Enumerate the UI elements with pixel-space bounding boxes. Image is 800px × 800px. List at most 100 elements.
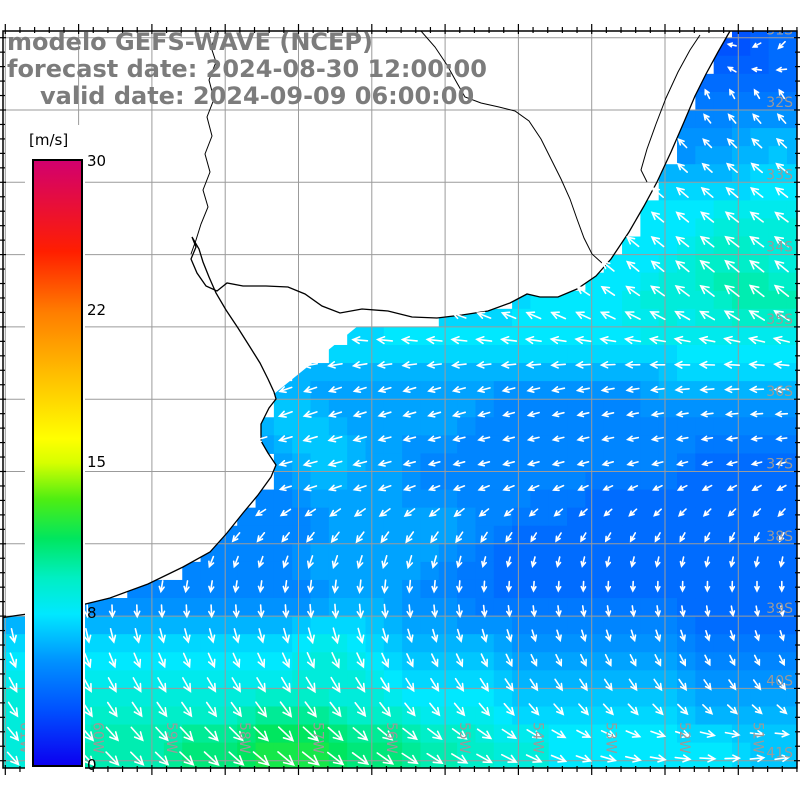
- field-cell: [457, 363, 476, 382]
- field-cell: [786, 254, 797, 274]
- wind-arrow: [651, 186, 664, 198]
- wind-arrow: [381, 579, 389, 594]
- field-cell: [237, 579, 257, 599]
- wind-arrow: [754, 532, 760, 543]
- field-cell: [457, 525, 476, 545]
- field-cell: [640, 598, 660, 617]
- axis-ticks: [0, 24, 800, 775]
- wind-arrow: [377, 435, 392, 443]
- field-cell: [218, 543, 238, 563]
- wind-arrow: [232, 652, 241, 669]
- field-cell: [255, 742, 275, 762]
- wind-arrow: [772, 335, 790, 345]
- wind-arrow: [750, 435, 763, 442]
- field-cell: [475, 688, 495, 707]
- field-cell: [383, 543, 403, 563]
- wind-arrow: [257, 628, 265, 644]
- wind-arrow: [279, 701, 293, 718]
- field-cell: [713, 561, 733, 581]
- field-cell: [658, 525, 678, 545]
- field-cell: [786, 652, 797, 671]
- wind-arrow: [775, 162, 788, 174]
- wind-arrow: [182, 652, 191, 669]
- field-cell: [310, 579, 330, 599]
- field-cell: [530, 616, 550, 635]
- field-cell: [677, 489, 696, 509]
- field-cell: [768, 399, 788, 418]
- colorbar-unit-label: [m/s]: [29, 131, 69, 149]
- field-cell: [438, 598, 458, 617]
- wind-arrow: [624, 361, 641, 369]
- field-cell: [457, 579, 476, 599]
- field-cell: [530, 381, 550, 400]
- wind-arrow: [506, 580, 512, 593]
- field-cell: [365, 742, 385, 762]
- wind-arrow: [327, 726, 344, 742]
- wind-arrow: [702, 704, 714, 715]
- field-cell: [273, 616, 293, 635]
- wind-arrow: [574, 336, 592, 345]
- wind-arrow: [506, 556, 512, 568]
- wind-arrow: [406, 628, 414, 644]
- field-cell: [163, 598, 183, 617]
- field-cell: [640, 724, 660, 744]
- field-cell: [512, 525, 531, 545]
- field-cell: [402, 724, 421, 744]
- lon-label: 58W: [236, 722, 252, 754]
- field-cell: [365, 598, 385, 617]
- field-cell: [255, 598, 275, 617]
- field-cell: [182, 652, 202, 671]
- field-cell: [640, 290, 660, 310]
- field-cell: [603, 471, 623, 491]
- wind-arrow: [726, 42, 737, 48]
- field-cell: [530, 760, 550, 768]
- wind-arrow: [654, 556, 661, 568]
- field-cell: [750, 688, 770, 707]
- field-cell: [347, 616, 366, 635]
- field-cell: [512, 706, 531, 726]
- wind-arrow: [602, 703, 614, 716]
- wind-arrow: [530, 580, 537, 593]
- field-cell: [365, 489, 385, 509]
- field-cell: [237, 616, 257, 635]
- field-cell: [732, 616, 751, 635]
- field-cell: [457, 453, 476, 472]
- wind-arrow: [724, 259, 740, 273]
- field-cell: [328, 417, 348, 436]
- wind-arrow: [131, 701, 143, 718]
- field-cell: [713, 525, 733, 545]
- wind-arrow: [605, 605, 612, 618]
- field-cell: [273, 471, 293, 491]
- field-cell: [347, 579, 366, 599]
- field-cell: [640, 218, 660, 238]
- field-cell: [548, 760, 568, 768]
- field-cell: [585, 489, 605, 509]
- field-cell: [383, 616, 403, 635]
- field-cell: [108, 652, 128, 671]
- field-cell: [310, 598, 330, 617]
- wind-arrow: [776, 704, 788, 715]
- field-cell: [622, 363, 641, 382]
- field-cell: [786, 579, 797, 599]
- field-cell: [493, 344, 513, 364]
- field-cell: [677, 561, 696, 581]
- field-cell: [640, 326, 660, 346]
- wind-arrow: [754, 556, 760, 568]
- field-cell: [530, 507, 550, 527]
- field-cell: [530, 634, 550, 653]
- field-cell: [438, 724, 458, 744]
- field-cell: [90, 598, 110, 617]
- field-cell: [328, 489, 348, 509]
- field-cell: [695, 760, 715, 768]
- field-cell: [365, 525, 385, 545]
- field-cell: [218, 742, 238, 762]
- field-cell: [622, 489, 641, 509]
- field-cell: [768, 634, 788, 653]
- field-cell: [786, 598, 797, 617]
- field-cell: [768, 31, 788, 39]
- field-cell: [530, 543, 550, 563]
- wind-arrow: [774, 187, 789, 198]
- field-cell: [658, 182, 678, 201]
- wind-arrow: [427, 435, 441, 442]
- field-cell: [383, 598, 403, 617]
